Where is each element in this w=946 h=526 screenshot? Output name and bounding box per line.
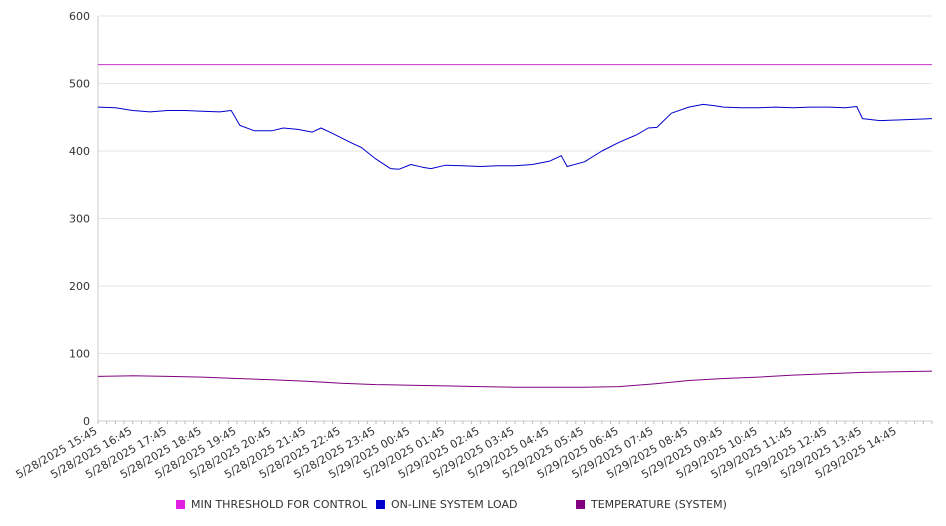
legend-swatch (176, 500, 185, 509)
series-line-2 (97, 370, 933, 388)
y-tick-label: 0 (83, 415, 90, 428)
legend-swatch (376, 500, 385, 509)
legend: MIN THRESHOLD FOR CONTROL ON-LINE SYSTEM… (0, 498, 946, 514)
legend-label: ON-LINE SYSTEM LOAD (391, 498, 518, 511)
series-lines (97, 64, 933, 388)
legend-item-temperature[interactable]: TEMPERATURE (SYSTEM) (576, 498, 727, 511)
legend-item-min-threshold[interactable]: MIN THRESHOLD FOR CONTROL (176, 498, 367, 511)
x-axis-ticks: 5/28/2025 15:455/28/2025 16:455/28/2025 … (14, 424, 899, 481)
legend-label: TEMPERATURE (SYSTEM) (591, 498, 727, 511)
y-tick-label: 300 (69, 213, 90, 226)
series-line-1 (97, 103, 933, 170)
y-tick-label: 500 (69, 78, 90, 91)
y-tick-label: 600 (69, 10, 90, 23)
y-tick-label: 100 (69, 348, 90, 361)
y-axis-ticks: 0 100 200 300 400 500 600 (69, 10, 90, 428)
legend-item-system-load[interactable]: ON-LINE SYSTEM LOAD (376, 498, 517, 511)
axes (97, 16, 933, 424)
legend-label: MIN THRESHOLD FOR CONTROL (191, 498, 367, 511)
grid-lines (98, 15, 932, 354)
legend-swatch (576, 500, 585, 509)
y-tick-label: 200 (69, 280, 90, 293)
y-tick-label: 400 (69, 145, 90, 158)
